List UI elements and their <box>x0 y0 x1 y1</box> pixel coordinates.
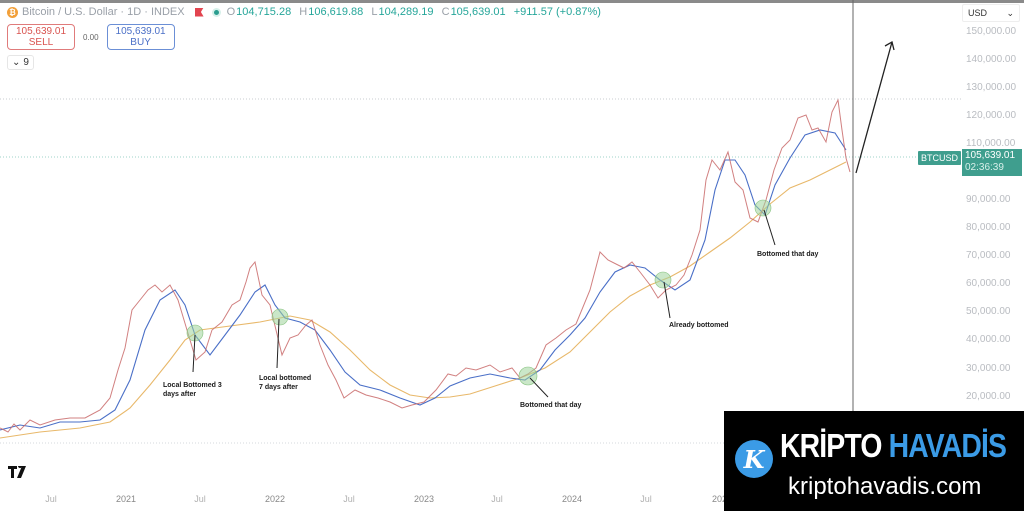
watermark-banner: K KRİPTO HAVADİS kriptohavadis.com <box>724 411 1024 511</box>
chevron-down-icon: ⌄ <box>1006 7 1014 18</box>
annotation-bottomed-that-day-2024: Bottomed that day <box>757 251 819 258</box>
long-ma-line <box>0 161 847 439</box>
watermark-title: KRİPTO HAVADİS <box>780 427 1007 464</box>
symbol-title[interactable]: Bitcoin / U.S. Dollar · 1D · INDEX <box>22 6 185 18</box>
tradingview-logo[interactable] <box>8 464 30 481</box>
watermark-url: kriptohavadis.com <box>788 473 982 500</box>
trade-panel: 105,639.01 SELL 0.00 105,639.01 BUY <box>7 24 175 50</box>
symbol-header[interactable]: ₿ Bitcoin / U.S. Dollar · 1D · INDEX O10… <box>7 6 606 18</box>
projection-arrow <box>855 41 893 174</box>
spread-value: 0.00 <box>83 32 99 42</box>
flag-icon[interactable] <box>194 7 204 17</box>
bottom-marker-4 <box>654 271 672 289</box>
market-status-icon <box>211 7 221 17</box>
kriptohavadis-logo-icon: K <box>735 440 773 478</box>
currency-select[interactable]: USD ⌄ <box>962 4 1020 22</box>
buy-button[interactable]: 105,639.01 BUY <box>106 24 175 50</box>
price-line <box>0 98 851 433</box>
price-change: +911.57 (+0.87%) <box>513 6 601 18</box>
bottom-marker-5 <box>754 199 772 217</box>
chevron-down-icon: ⌄ <box>12 57 21 68</box>
annotation-local-bottom-7d: Local bottomed 7 days after <box>259 375 312 391</box>
bitcoin-icon: ₿ <box>7 6 18 18</box>
tradingview-icon <box>8 464 26 478</box>
bottom-marker-2 <box>271 308 289 326</box>
short-ma-line <box>0 129 847 431</box>
top-border <box>0 0 1024 3</box>
ohlc-values: O104,715.28 H106,619.88 L104,289.19 C105… <box>226 6 601 18</box>
annotation-local-bottom-3d: Local Bottomed 3 days after <box>163 382 222 398</box>
indicators-toggle[interactable]: ⌄ 9 <box>7 55 34 70</box>
annotation-bottomed-that-day-2023: Bottomed that day <box>520 402 582 409</box>
sell-button[interactable]: 105,639.01 SELL <box>7 24 75 50</box>
symbol-tag: BTCUSD <box>918 151 962 165</box>
annotation-already-bottomed: Already bottomed <box>669 322 729 329</box>
last-price-tag: 105,639.01 02:36:39 <box>962 149 1022 176</box>
